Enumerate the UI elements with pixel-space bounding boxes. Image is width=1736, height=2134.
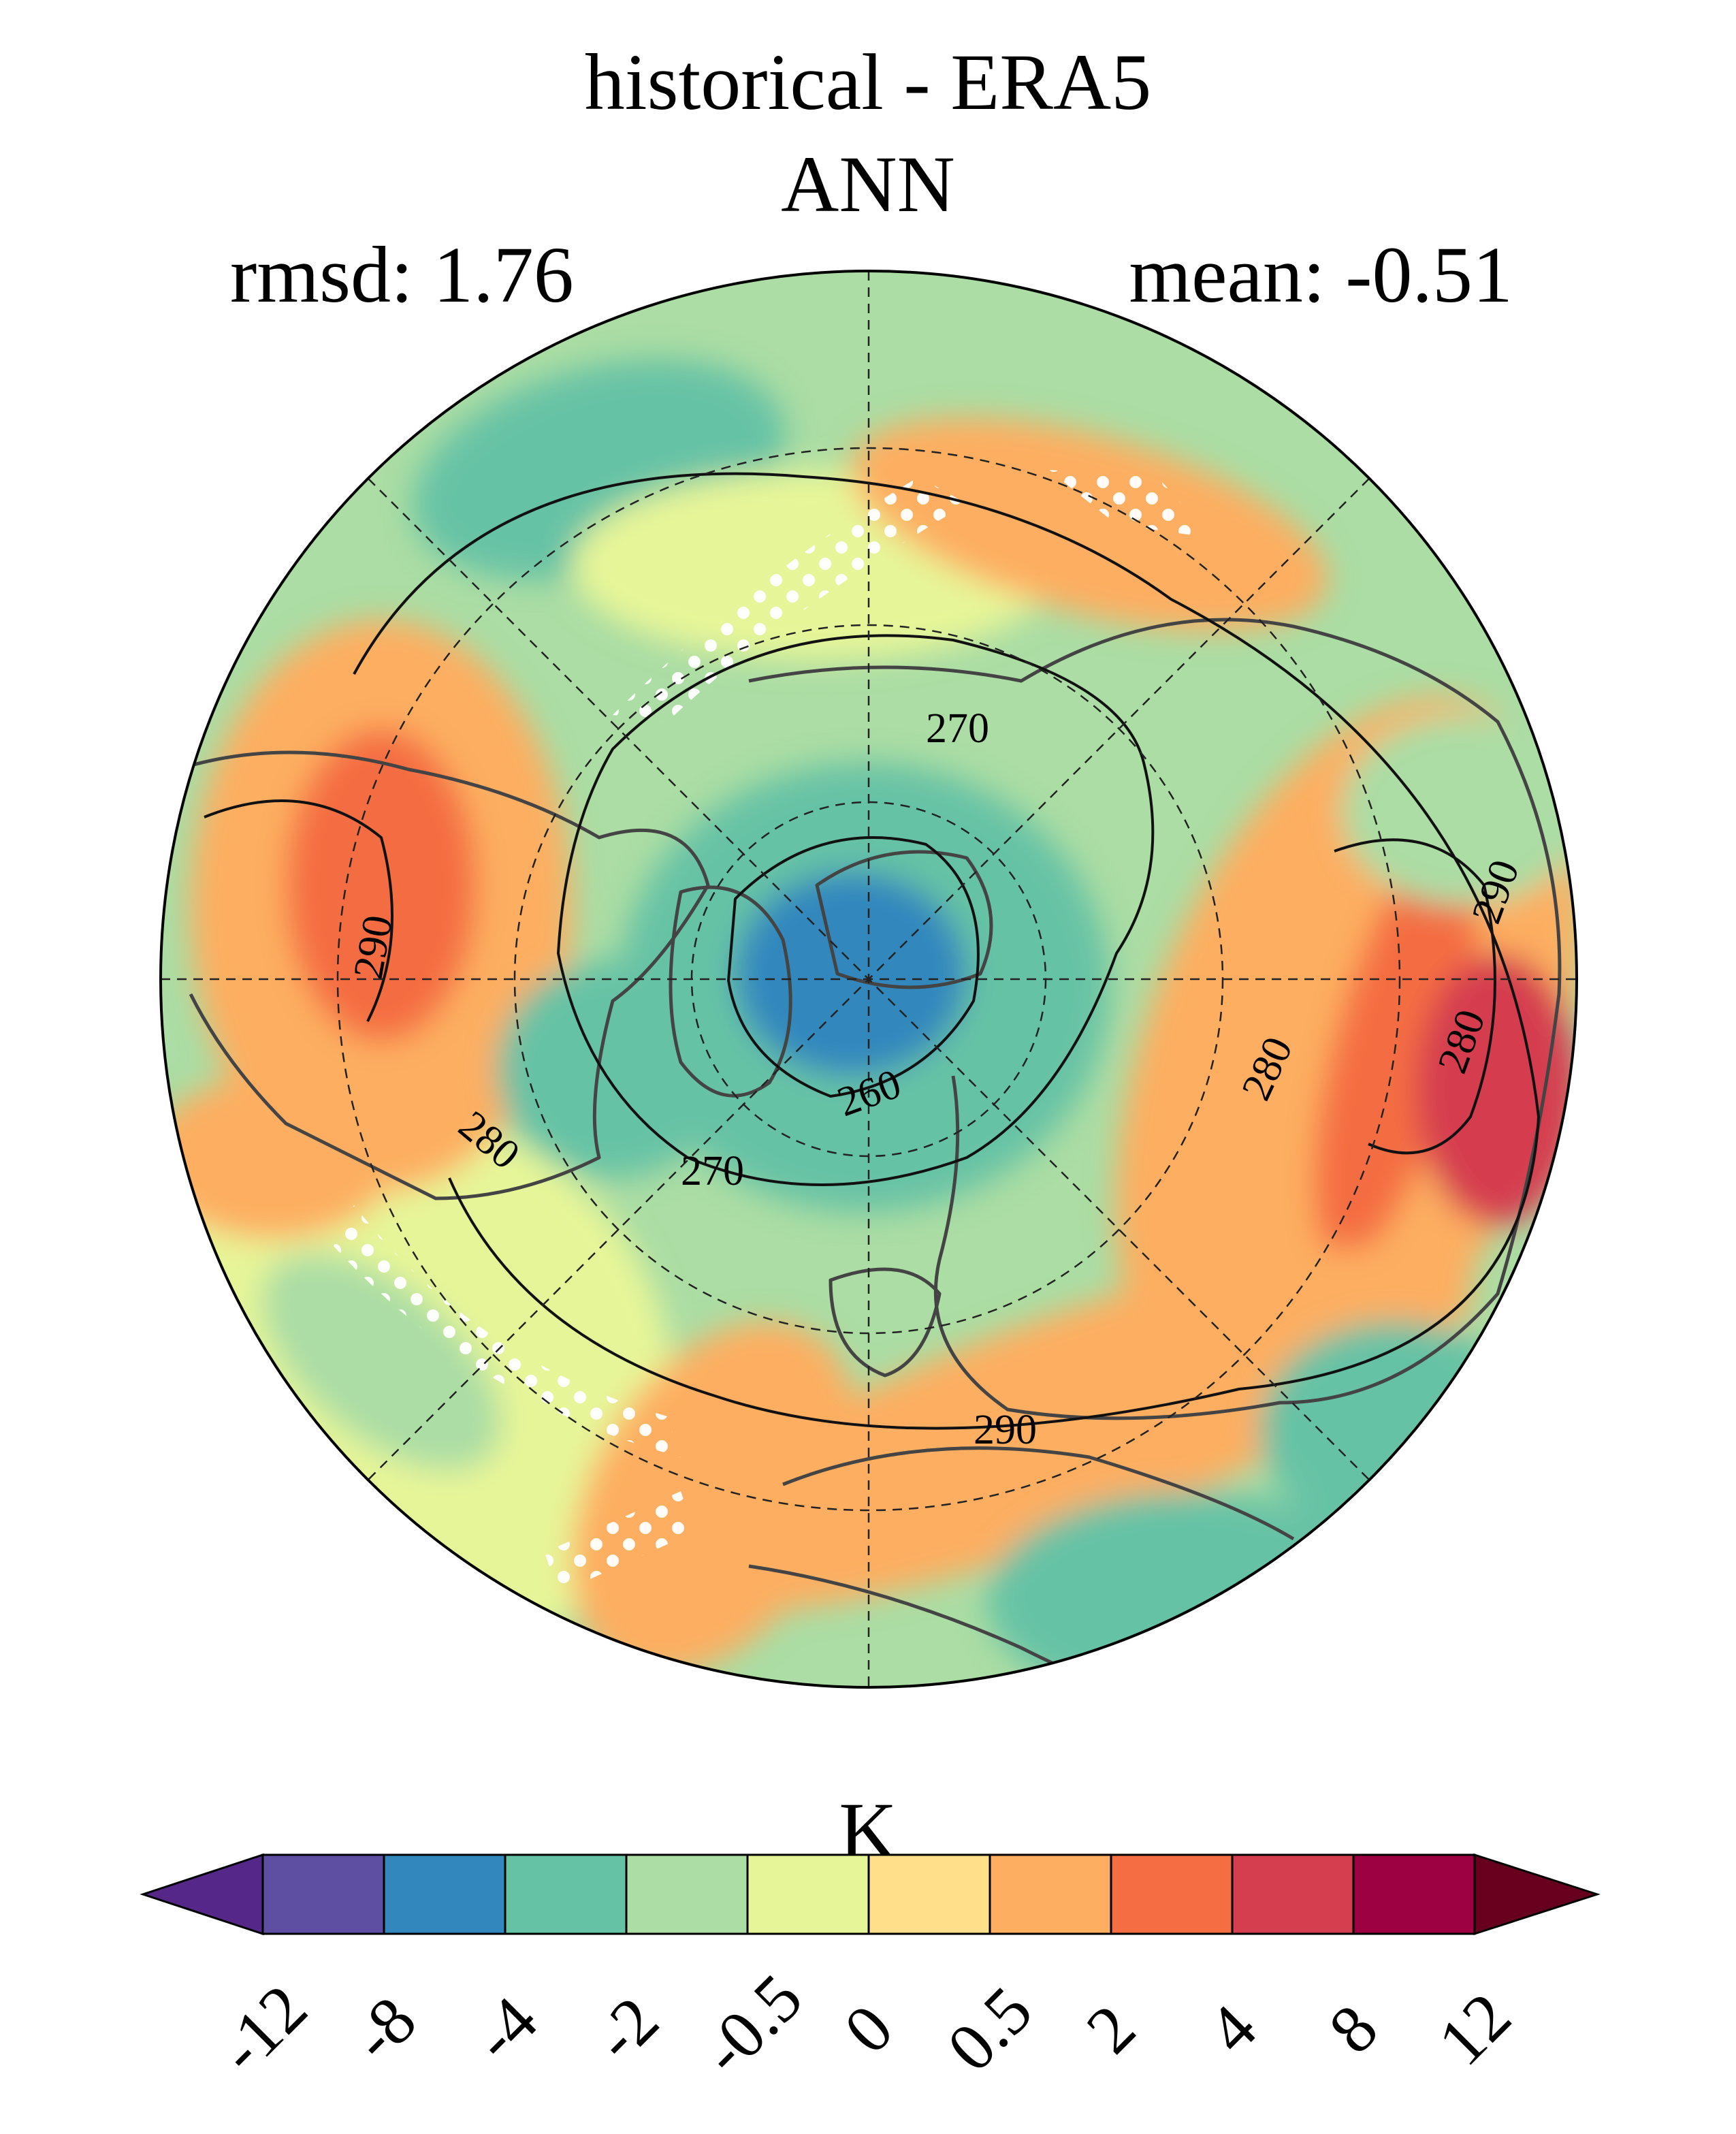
lat-circle-40 (336, 447, 1401, 1512)
title-line1: historical - ERA5 (584, 37, 1152, 127)
climatology-contours (204, 472, 1541, 1430)
coast-europe (829, 1267, 942, 1377)
field-canada-teal (497, 960, 728, 1178)
graticule (161, 271, 1577, 1687)
contour-290-west (204, 799, 393, 1022)
field-europe-top-orange (851, 417, 1328, 631)
colorbar-units: K (839, 1786, 897, 1875)
stipple-north-atlantic (613, 477, 967, 722)
coast-greenland (669, 885, 792, 1098)
contour-label: 270 (681, 1148, 744, 1194)
field-asia-low-teal (1259, 1321, 1532, 1539)
coast-north-america (176, 750, 710, 1200)
significance-stippling (334, 470, 1212, 1593)
field-west-canada-orange (161, 1076, 395, 1239)
field-africa-teal (987, 1491, 1396, 1687)
contour-label: 270 (926, 705, 989, 752)
mean-label: mean: -0.51 (1129, 230, 1513, 319)
field-east-red (1416, 953, 1577, 1226)
meridian-d2 (368, 478, 1370, 1480)
stipple-europe-top (1048, 470, 1212, 538)
season-label: ANN (781, 140, 955, 229)
field-far-east-green (1341, 715, 1577, 906)
contour-label: 290 (345, 912, 402, 982)
anomaly-field (161, 271, 1577, 1687)
contour-label: 290 (974, 1407, 1037, 1453)
coast-mediterranean (782, 1446, 1295, 1541)
contour-290-east (1334, 838, 1496, 1155)
stipple-pacific-low (545, 1491, 694, 1593)
field-med-orange (637, 1247, 1473, 1613)
map-border (159, 270, 1578, 1689)
coastlines (176, 618, 1562, 1687)
stipple-pacific (334, 1205, 681, 1457)
contour-outer (353, 472, 1541, 1430)
contour-260 (726, 836, 980, 1098)
field-pacific-green (261, 1253, 501, 1471)
contour-270 (556, 634, 1155, 1186)
coast-eurasia (748, 618, 1562, 1420)
rmsd-label: rmsd: 1.76 (230, 230, 574, 319)
field-namerica-red (286, 729, 477, 1042)
field-arctic-blue (735, 872, 967, 1076)
coast-arctic-islands (815, 850, 993, 989)
